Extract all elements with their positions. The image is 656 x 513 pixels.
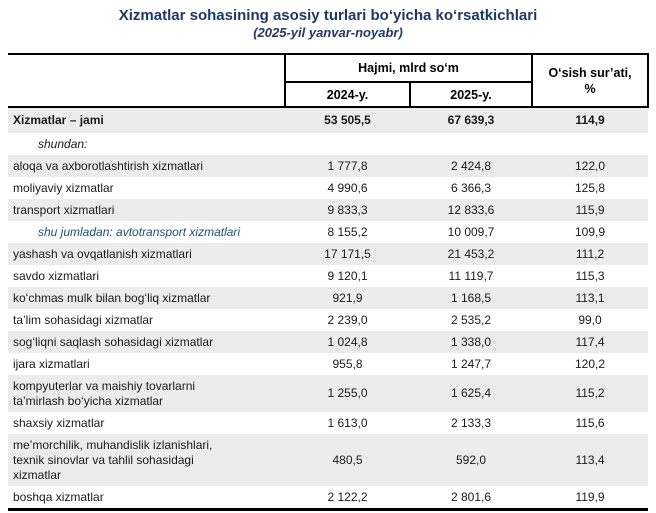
value-2025: 2 133,3 (450, 415, 492, 430)
service-label: ko‘chmas mulk bilan bog‘liq xizmatlar (13, 290, 211, 305)
table-row: shaxsiy xizmatlar 1 613,0 2 133,3 115,6 (8, 412, 648, 434)
value-2025: 1 168,5 (450, 290, 492, 305)
service-label: moliyaviy xizmatlar (13, 180, 114, 195)
service-label: shundan: (38, 136, 88, 151)
growth-rate: 111,2 (575, 246, 605, 261)
table-row: savdo xizmatlari 9 120,1 11 119,7 115,3 (8, 265, 648, 287)
table-row: ta’lim sohasidagi xizmatlar 2 239,0 2 535,… (8, 309, 648, 331)
table-row: moliyaviy xizmatlar 4 990,6 6 366,3 125,8 (8, 177, 648, 199)
value-2024: 9 833,3 (327, 202, 368, 217)
value-2024: 955,8 (332, 356, 363, 371)
service-label: savdo xizmatlari (13, 268, 100, 283)
value-2025: 1 625,4 (450, 386, 492, 400)
value-2024: 2 122,2 (327, 489, 368, 504)
service-label: shu jumladan: avtotransport xizmatlari (38, 224, 241, 239)
growth-rate-header: O‘sish sur’ati, % (532, 54, 650, 108)
page-title: Xizmatlar sohasining asosiy turlari bo‘y… (118, 7, 538, 24)
service-label: ta’lim sohasidagi xizmatlar (13, 312, 154, 327)
value-2025: 12 833,6 (447, 202, 495, 217)
growth-rate: 119,9 (575, 489, 605, 504)
table-row: ko‘chmas mulk bilan bog‘liq xizmatlar 921… (8, 287, 649, 309)
value-2025: 1 338,0 (450, 334, 492, 349)
value-2025: 21 453,2 (447, 246, 495, 261)
value-2024: 921,9 (332, 290, 363, 305)
value-2025: 67 639,3 (447, 113, 495, 127)
service-label: ijara xizmatlari (13, 356, 90, 371)
table-row: Xizmatlar – jami 53 505,5 67 639,3 114,9 (8, 107, 649, 133)
service-type-header-empty (8, 54, 286, 108)
value-2024: 2 239,0 (327, 312, 368, 327)
growth-rate: 115,9 (575, 202, 605, 217)
service-label: transport xizmatlari (13, 202, 115, 217)
service-label: aloqa va axborotlashtirish xizmatlari (13, 158, 204, 173)
service-label: Xizmatlar – jami (13, 113, 104, 127)
growth-rate: 109,9 (575, 224, 606, 239)
table-row: boshqa xizmatlar 2 122,2 2 801,6 119,9 (8, 486, 648, 510)
value-2025: 11 119,7 (448, 268, 494, 283)
growth-rate: 115,3 (575, 268, 605, 283)
table-row: ijara xizmatlari 955,8 1 247,7 120,2 (8, 353, 648, 375)
table-header: Hajmi, mlrd so‘m O‘sish sur’ati, % 2024-… (8, 54, 650, 108)
service-label: yashash va ovqatlanish xizmatlari (13, 246, 192, 261)
table-row: shundan: (8, 133, 648, 155)
value-2024: 17 171,5 (324, 246, 371, 261)
service-label: me’morchilik, muhandislik izlanishlari, … (13, 437, 213, 482)
growth-rate: 113,1 (575, 290, 605, 305)
value-2025 (410, 133, 532, 155)
growth-rate: 120,2 (575, 356, 606, 371)
value-2024: 53 505,5 (324, 113, 371, 127)
value-2024: 9 120,1 (327, 268, 368, 283)
growth-rate: 99,0 (578, 312, 602, 327)
year-2024-header: 2024-y. (285, 82, 411, 108)
value-2024: 1 777,8 (327, 158, 368, 173)
value-2024: 1 255,0 (327, 386, 368, 400)
table-row: transport xizmatlari 9 833,3 12 833,6 115,9 (8, 199, 649, 221)
value-2025: 2 535,2 (450, 312, 492, 327)
value-2025: 1 247,7 (450, 356, 492, 371)
value-2025: 10 009,7 (447, 224, 495, 239)
growth-rate: 114,9 (575, 113, 605, 127)
service-label: sog‘liqni saqlash sohasidagi xizmatlar (13, 334, 214, 349)
service-label: shaxsiy xizmatlar (13, 415, 105, 430)
table-body: Xizmatlar – jami 53 505,5 67 639,3 114,9 shu… (8, 107, 649, 510)
growth-rate: 125,8 (575, 180, 606, 195)
growth-rate (532, 133, 648, 155)
table-row: yashash va ovqatlanish xizmatlari 17 171,… (8, 243, 649, 265)
table-row: aloqa va axborotlashtirish xizmatlari 1 7… (8, 155, 649, 177)
table-row: me’morchilik, muhandislik izlanishlari, … (8, 434, 649, 486)
value-2024 (285, 133, 410, 155)
table-row: sog‘liqni saqlash sohasidagi xizmatlar 1 … (8, 331, 649, 353)
value-2024: 4 990,6 (327, 180, 368, 195)
growth-rate: 122,0 (575, 158, 606, 173)
value-2024: 8 155,2 (327, 224, 368, 239)
volume-group-header: Hajmi, mlrd so‘m (285, 54, 534, 83)
table-row: kompyuterlar va maishiy tovarlarni ta’mi… (8, 375, 649, 412)
page-subtitle: (2025-yil yanvar-noyabr) (253, 25, 403, 40)
growth-rate: 115,2 (575, 386, 605, 400)
table-row: shu jumladan: avtotransport xizmatlari 8 … (8, 221, 648, 243)
year-2025-header: 2025-y. (410, 82, 534, 108)
value-2025: 6 366,3 (450, 180, 492, 195)
growth-rate: 117,4 (575, 334, 605, 349)
growth-rate: 113,4 (575, 452, 605, 467)
value-2025: 592,0 (455, 452, 487, 467)
growth-rate: 115,6 (575, 415, 605, 430)
value-2024: 480,5 (332, 452, 363, 467)
value-2024: 1 024,8 (327, 334, 368, 349)
value-2025: 2 801,6 (450, 489, 492, 504)
value-2024: 1 613,0 (327, 415, 368, 430)
service-label: kompyuterlar va maishiy tovarlarni ta’mi… (13, 378, 196, 408)
service-label: boshqa xizmatlar (13, 489, 104, 504)
services-indicators-table: Hajmi, mlrd so‘m O‘sish sur’ati, % 2024-… (8, 53, 650, 511)
value-2025: 2 424,8 (450, 158, 492, 173)
